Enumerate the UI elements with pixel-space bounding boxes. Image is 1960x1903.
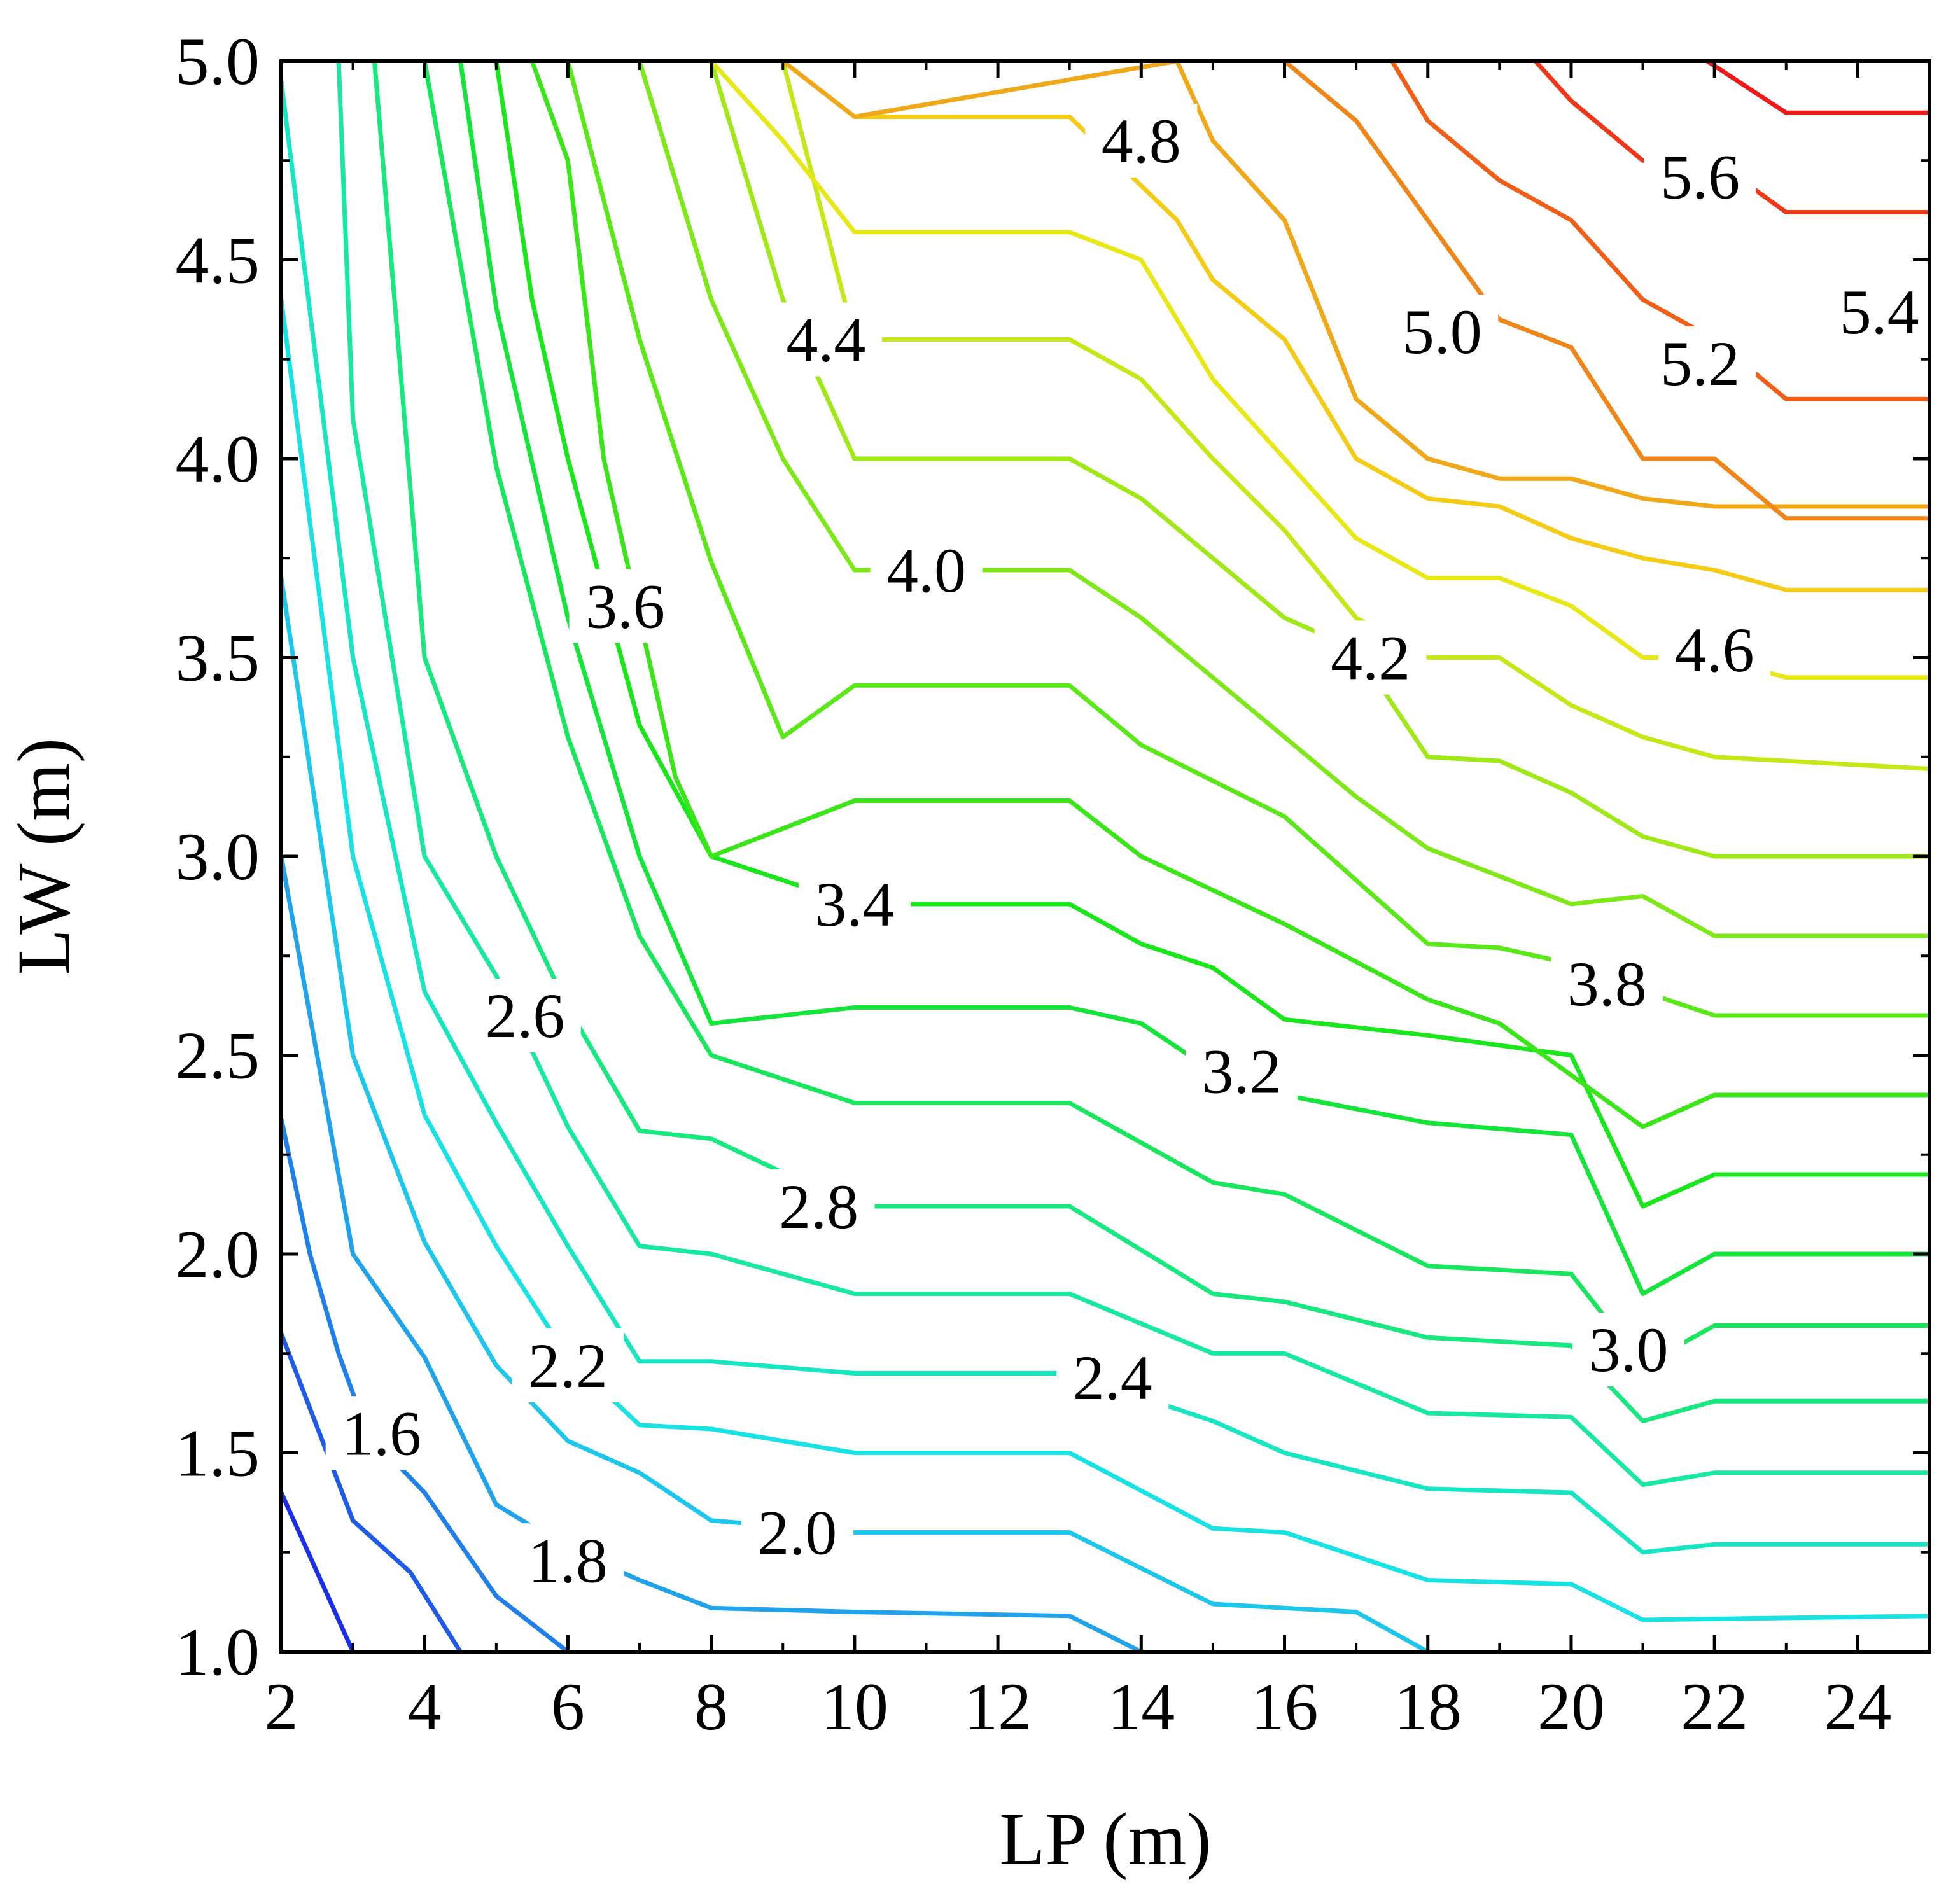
y-tick-label: 4.5: [176, 223, 260, 298]
contour-label-background: [1644, 326, 1756, 400]
x-tick-label: 6: [551, 1669, 585, 1744]
contour-line-3-6: [529, 61, 1929, 1129]
contour-label: 1.8: [528, 1525, 608, 1596]
x-tick-label: 22: [1681, 1669, 1748, 1744]
y-tick-label: 3.0: [176, 819, 260, 894]
contour-line-2-4: [281, 78, 1929, 1555]
x-tick-label: 16: [1251, 1669, 1319, 1744]
contour-label: 2.2: [528, 1330, 608, 1401]
contour-label-background: [1644, 139, 1756, 214]
contour-label-background: [1572, 1313, 1685, 1386]
contour-line-1-4: [281, 1331, 463, 1652]
contour-label-background: [741, 1495, 853, 1570]
contour-label-background: [512, 1328, 624, 1402]
contour-label: 4.6: [1675, 615, 1754, 685]
contour-label: 4.4: [786, 305, 865, 375]
x-tick-label: 20: [1537, 1669, 1605, 1744]
contour-line-1-2: [281, 1490, 356, 1652]
contour-label-background: [512, 1523, 624, 1598]
contour-label-background: [1658, 613, 1771, 687]
y-tick-label: 5.0: [176, 24, 260, 99]
contour-label: 3.2: [1201, 1036, 1281, 1107]
contour-line-5-8: [1705, 61, 1929, 115]
contour-line-5: [780, 61, 1929, 509]
contour-label-background: [1185, 1034, 1298, 1108]
axis-ticks: [279, 59, 1931, 1654]
contour-label-background: [1551, 947, 1663, 1021]
contour-label: 3.0: [1589, 1314, 1669, 1385]
contour-label-background: [1085, 104, 1198, 178]
x-tick-label: 10: [821, 1669, 888, 1744]
contour-label: 5.4: [1840, 277, 1919, 347]
contour-label: 4.8: [1102, 106, 1181, 176]
contour-label: 5.0: [1403, 296, 1482, 367]
contour-label-background: [1386, 295, 1499, 368]
x-tick-label: 14: [1107, 1669, 1175, 1744]
contour-line-3-4: [494, 61, 1929, 1209]
x-tick-label: 2: [265, 1669, 298, 1744]
contour-label: 5.6: [1660, 141, 1740, 212]
contour-label-background: [1314, 620, 1427, 695]
contour-label-background: [1056, 1340, 1169, 1414]
x-tick-label: 18: [1394, 1669, 1462, 1744]
contour-line-2-8: [372, 61, 1929, 1423]
contour-labels: 1.6 1.8 2.0 2.2 2.4 2.6 2.8 3.0 3.2 3.4 3.6 3.8 4.0 4…: [325, 104, 1936, 1598]
x-tick-label: 24: [1824, 1669, 1891, 1744]
contour-label: 5.2: [1660, 328, 1740, 399]
x-tick-label: 4: [408, 1669, 442, 1744]
contour-label-background: [762, 1169, 875, 1243]
contour-label: 2.0: [757, 1498, 837, 1568]
contour-line-2-6: [336, 61, 1929, 1487]
contour-label: 2.8: [779, 1171, 858, 1242]
x-tick-label: 8: [694, 1669, 728, 1744]
x-axis-label: LP (m): [999, 1797, 1211, 1881]
y-tick-label: 1.5: [176, 1416, 260, 1491]
contour-label-background: [569, 569, 682, 643]
contour-label-background: [798, 867, 911, 941]
contour-line-3-2: [458, 61, 1929, 1296]
contour-label: 3.6: [585, 571, 665, 641]
contour-label: 2.4: [1073, 1342, 1152, 1413]
contour-line-2-2: [281, 297, 1929, 1622]
contour-label: 1.6: [342, 1398, 421, 1468]
x-tick-label: 12: [964, 1669, 1032, 1744]
contour-line-5-4: [1389, 61, 1929, 401]
contour-label-background: [325, 1396, 438, 1470]
contour-label-background: [870, 533, 983, 607]
contour-line-4-4: [780, 61, 1929, 771]
contour-line-3: [422, 61, 1929, 1368]
contour-label: 4.0: [886, 535, 966, 606]
y-tick-label: 1.0: [176, 1615, 260, 1689]
contour-label: 2.6: [485, 980, 564, 1051]
y-tick-label: 3.5: [176, 621, 260, 695]
contour-line-4: [637, 61, 1929, 938]
contour-line-2: [281, 576, 1431, 1652]
y-tick-label: 2.0: [176, 1217, 260, 1292]
y-axis-label: LW (m): [2, 738, 85, 975]
contour-label-background: [468, 979, 581, 1052]
contour-line-5-2: [1282, 61, 1929, 521]
contour-line-4-8: [852, 115, 1929, 592]
contour-label: 4.2: [1331, 623, 1410, 694]
contour-label-background: [769, 302, 882, 377]
contour-label-background: [1823, 274, 1936, 349]
y-tick-label: 2.5: [176, 1019, 260, 1093]
contour-label: 3.4: [815, 869, 894, 940]
y-tick-label: 4.0: [176, 422, 260, 496]
contour-label: 3.8: [1567, 949, 1647, 1019]
axis-tick-labels: 2 4 6 8 10 12 14 16 18 20 22 241.01.52.02.53.03.54.…: [176, 24, 1892, 1744]
